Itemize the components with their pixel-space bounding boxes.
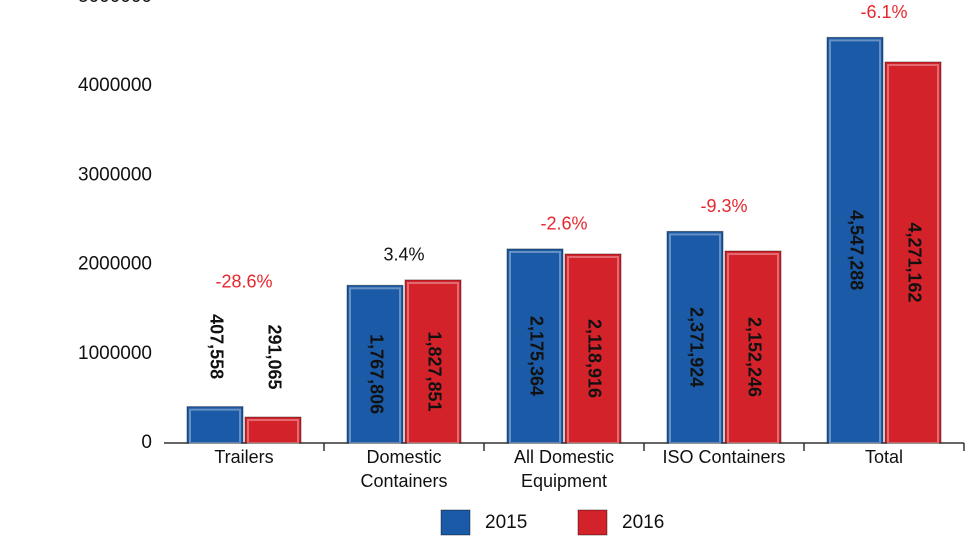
bar-bevel bbox=[829, 39, 881, 445]
bar bbox=[666, 230, 724, 444]
bar bbox=[884, 61, 942, 444]
legend-label: 2015 bbox=[485, 512, 527, 533]
x-tick-label: All Domestic Equipment bbox=[513, 447, 615, 491]
x-tick-label: Trailers bbox=[214, 447, 274, 467]
bar-bevel bbox=[887, 64, 939, 444]
y-tick-label: 1000000 bbox=[78, 343, 152, 364]
x-tick-label: ISO Containers bbox=[662, 447, 786, 467]
bar bbox=[346, 284, 404, 444]
bar-bevel bbox=[349, 287, 401, 444]
bar-bevel bbox=[509, 250, 561, 444]
value-label: 407,558 bbox=[206, 314, 226, 379]
value-label: 1,827,851 bbox=[424, 331, 444, 411]
x-tick-label: Total bbox=[864, 447, 904, 467]
legend-swatch bbox=[577, 509, 608, 536]
value-label: 4,271,162 bbox=[904, 222, 924, 302]
bar bbox=[404, 279, 462, 444]
change-annotation: -2.6% bbox=[540, 214, 587, 234]
bar-bevel bbox=[189, 408, 241, 444]
y-tick-label: 0 bbox=[141, 432, 152, 453]
y-tick-label: 2000000 bbox=[78, 254, 152, 275]
bar bbox=[244, 416, 302, 444]
bar bbox=[724, 250, 782, 444]
bar bbox=[506, 248, 564, 444]
change-annotation: -9.3% bbox=[700, 196, 747, 216]
value-label: 291,065 bbox=[264, 324, 284, 389]
change-annotation: 3.4% bbox=[383, 245, 424, 265]
y-tick-label: 3000000 bbox=[78, 164, 152, 185]
bar-bevel bbox=[407, 281, 459, 444]
value-label: 2,152,246 bbox=[744, 317, 764, 397]
change-annotation: -6.1% bbox=[860, 2, 907, 22]
x-tick-label: Domestic Containers bbox=[360, 447, 448, 491]
bar-bevel bbox=[727, 253, 779, 444]
bar-bevel bbox=[247, 419, 299, 444]
bar bbox=[826, 36, 884, 444]
value-label: 1,767,806 bbox=[366, 334, 386, 414]
bar bbox=[186, 406, 244, 444]
legend-label: 2016 bbox=[622, 512, 664, 533]
bar-bevel bbox=[669, 233, 721, 444]
value-label: 2,371,924 bbox=[686, 307, 706, 387]
change-annotation: -28.6% bbox=[215, 271, 272, 291]
legend-swatch bbox=[440, 509, 471, 536]
y-tick-label: 5000000 bbox=[78, 0, 152, 7]
bar bbox=[564, 253, 622, 444]
value-label: 2,118,916 bbox=[584, 319, 604, 398]
value-label: 2,175,364 bbox=[526, 316, 546, 396]
bar-bevel bbox=[567, 255, 619, 445]
y-tick-label: 4000000 bbox=[78, 75, 152, 96]
value-label: 4,547,288 bbox=[846, 210, 866, 290]
